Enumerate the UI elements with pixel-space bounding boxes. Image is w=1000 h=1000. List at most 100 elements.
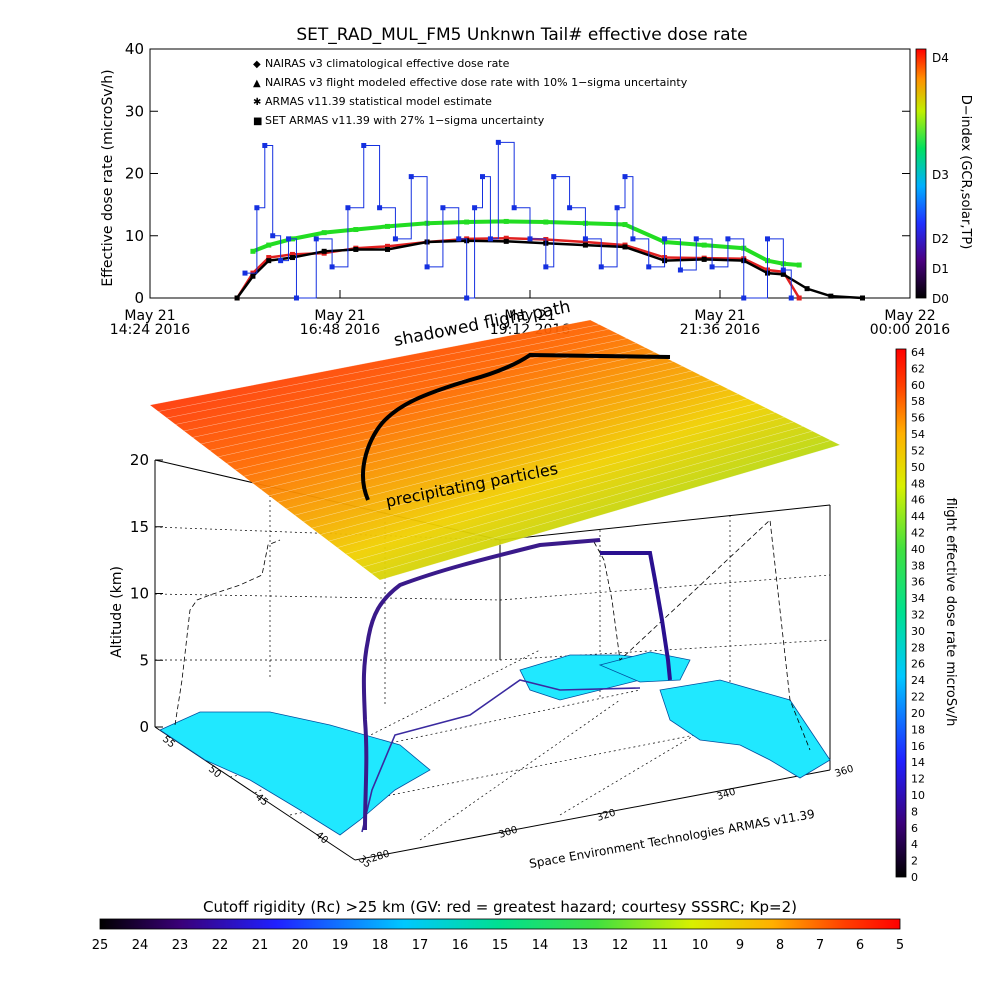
data-point [622,222,628,228]
dose-colorbar-tick: 52 [911,444,925,457]
data-point [329,264,335,270]
dose-colorbar-tick: 38 [911,559,925,572]
z-tick-label: 10 [130,585,149,603]
data-point [582,236,588,242]
d-index-tick-label: D3 [932,168,949,182]
data-point [464,219,470,225]
lon-tick-label: 340 [716,786,738,802]
surface-line [269,384,720,496]
dose-colorbar-tick: 14 [911,756,925,769]
surface-line [354,430,813,561]
surface-line [371,440,831,574]
top-chart: SET_RAD_MUL_FM5 Unknwn Tail# effective d… [100,25,973,338]
dose-colorbar-tick: 6 [911,822,918,835]
top-chart-title: SET_RAD_MUL_FM5 Unknwn Tail# effective d… [296,25,747,45]
data-point [424,264,430,270]
surface-line [320,412,776,535]
data-point [286,236,292,242]
altitude-projection-left [174,539,281,726]
data-point [551,174,557,180]
z-tick-label: 15 [130,518,149,536]
dose-colorbar-tick: 48 [911,477,925,490]
dose-colorbar-tick: 2 [911,855,918,868]
data-point [630,236,636,242]
rigidity-colorbar-tick: 15 [492,938,509,953]
legend-label: NAIRAS v3 climatological effective dose … [265,57,510,70]
data-point [614,205,620,211]
map-land-north-america [159,711,431,836]
rigidity-colorbar-tick: 6 [856,938,864,953]
rigidity-colorbar-tick: 10 [692,938,709,953]
x-tick-label-date: May 21 [124,308,175,324]
lon-tick-label: 360 [834,763,856,779]
dose-colorbar-tick: 28 [911,641,925,654]
data-point [456,236,462,242]
dose-colorbar-tick: 16 [911,740,925,753]
surface-line [158,324,600,412]
data-point [765,236,770,242]
y-tick-label: 40 [125,40,144,58]
data-point [266,242,272,248]
data-point [377,205,383,211]
data-point [503,218,509,224]
data-point [495,139,501,145]
series-line-2 [252,219,800,268]
dose-colorbar-tick: 36 [911,576,925,589]
dose-colorbar-tick: 32 [911,609,925,622]
rigidity-colorbar-tick: 24 [132,938,149,953]
data-point [543,264,549,270]
surface-line [260,379,711,490]
data-point [480,174,485,180]
dose-colorbar-tick: 40 [911,543,925,556]
surface-line [252,375,702,484]
flight-path-descent [600,551,672,681]
surface-line [303,403,757,522]
altitude-ticks: 0 5 10 15 20 [130,451,163,736]
dose-surface-lines [149,319,841,581]
rigidity-colorbar-tick: 19 [332,938,349,953]
rigidity-colorbar-tick: 8 [776,938,784,953]
flight-path [361,538,601,831]
dose-colorbar-tick: 24 [911,674,925,687]
credit-text: Space Environment Technologies ARMAS v11… [528,807,816,871]
dose-colorbar-tick: 50 [911,461,925,474]
surface-line [235,366,683,471]
dose-colorbar-tick: 8 [911,805,918,818]
data-point [709,264,715,270]
data-point [321,248,327,254]
dose-rate-colorbar [895,348,907,878]
surface-line [379,444,841,581]
data-point [511,205,517,211]
x-tick-label-time: 16:48 2016 [300,322,381,338]
dose-colorbar-tick: 34 [911,592,925,605]
data-point [796,295,802,301]
data-point [270,233,276,239]
top-series [234,139,865,301]
dose-colorbar-tick: 22 [911,691,925,704]
map-floor [159,651,831,836]
rigidity-colorbar-tick: 23 [172,938,189,953]
data-point [567,205,573,211]
map-land-africa [659,679,831,779]
data-point [385,223,390,229]
surface-line [149,319,591,406]
z-tick-label: 20 [130,451,149,469]
x-tick-label-time: 21:36 2016 [680,322,761,338]
dose-colorbar-tick: 12 [911,773,925,786]
data-point [262,142,268,148]
dose-colorbar-tick: 60 [911,379,925,392]
surface-line [277,389,729,503]
data-point [622,174,628,180]
x-tick-label-date: May 21 [694,308,745,324]
cutoff-rigidity-colorbar [99,918,901,930]
z-tick-label: 0 [139,718,149,736]
x-tick-label-date: May 21 [314,308,365,324]
dose-rate-colorbar-ticks: 0246810121416182022242628303234363840424… [911,346,925,884]
dose-colorbar-tick: 58 [911,395,925,408]
cutoff-rigidity-ticks: 25 24 23 22 21 20 19 18 17 16 15 14 13 12 11 10 9 8 7 6 5 [92,938,904,953]
dose-colorbar-tick: 42 [911,526,925,539]
data-point [278,258,284,264]
surface-line [337,421,794,548]
rigidity-colorbar-tick: 14 [532,938,549,953]
dose-colorbar-tick: 30 [911,625,925,638]
